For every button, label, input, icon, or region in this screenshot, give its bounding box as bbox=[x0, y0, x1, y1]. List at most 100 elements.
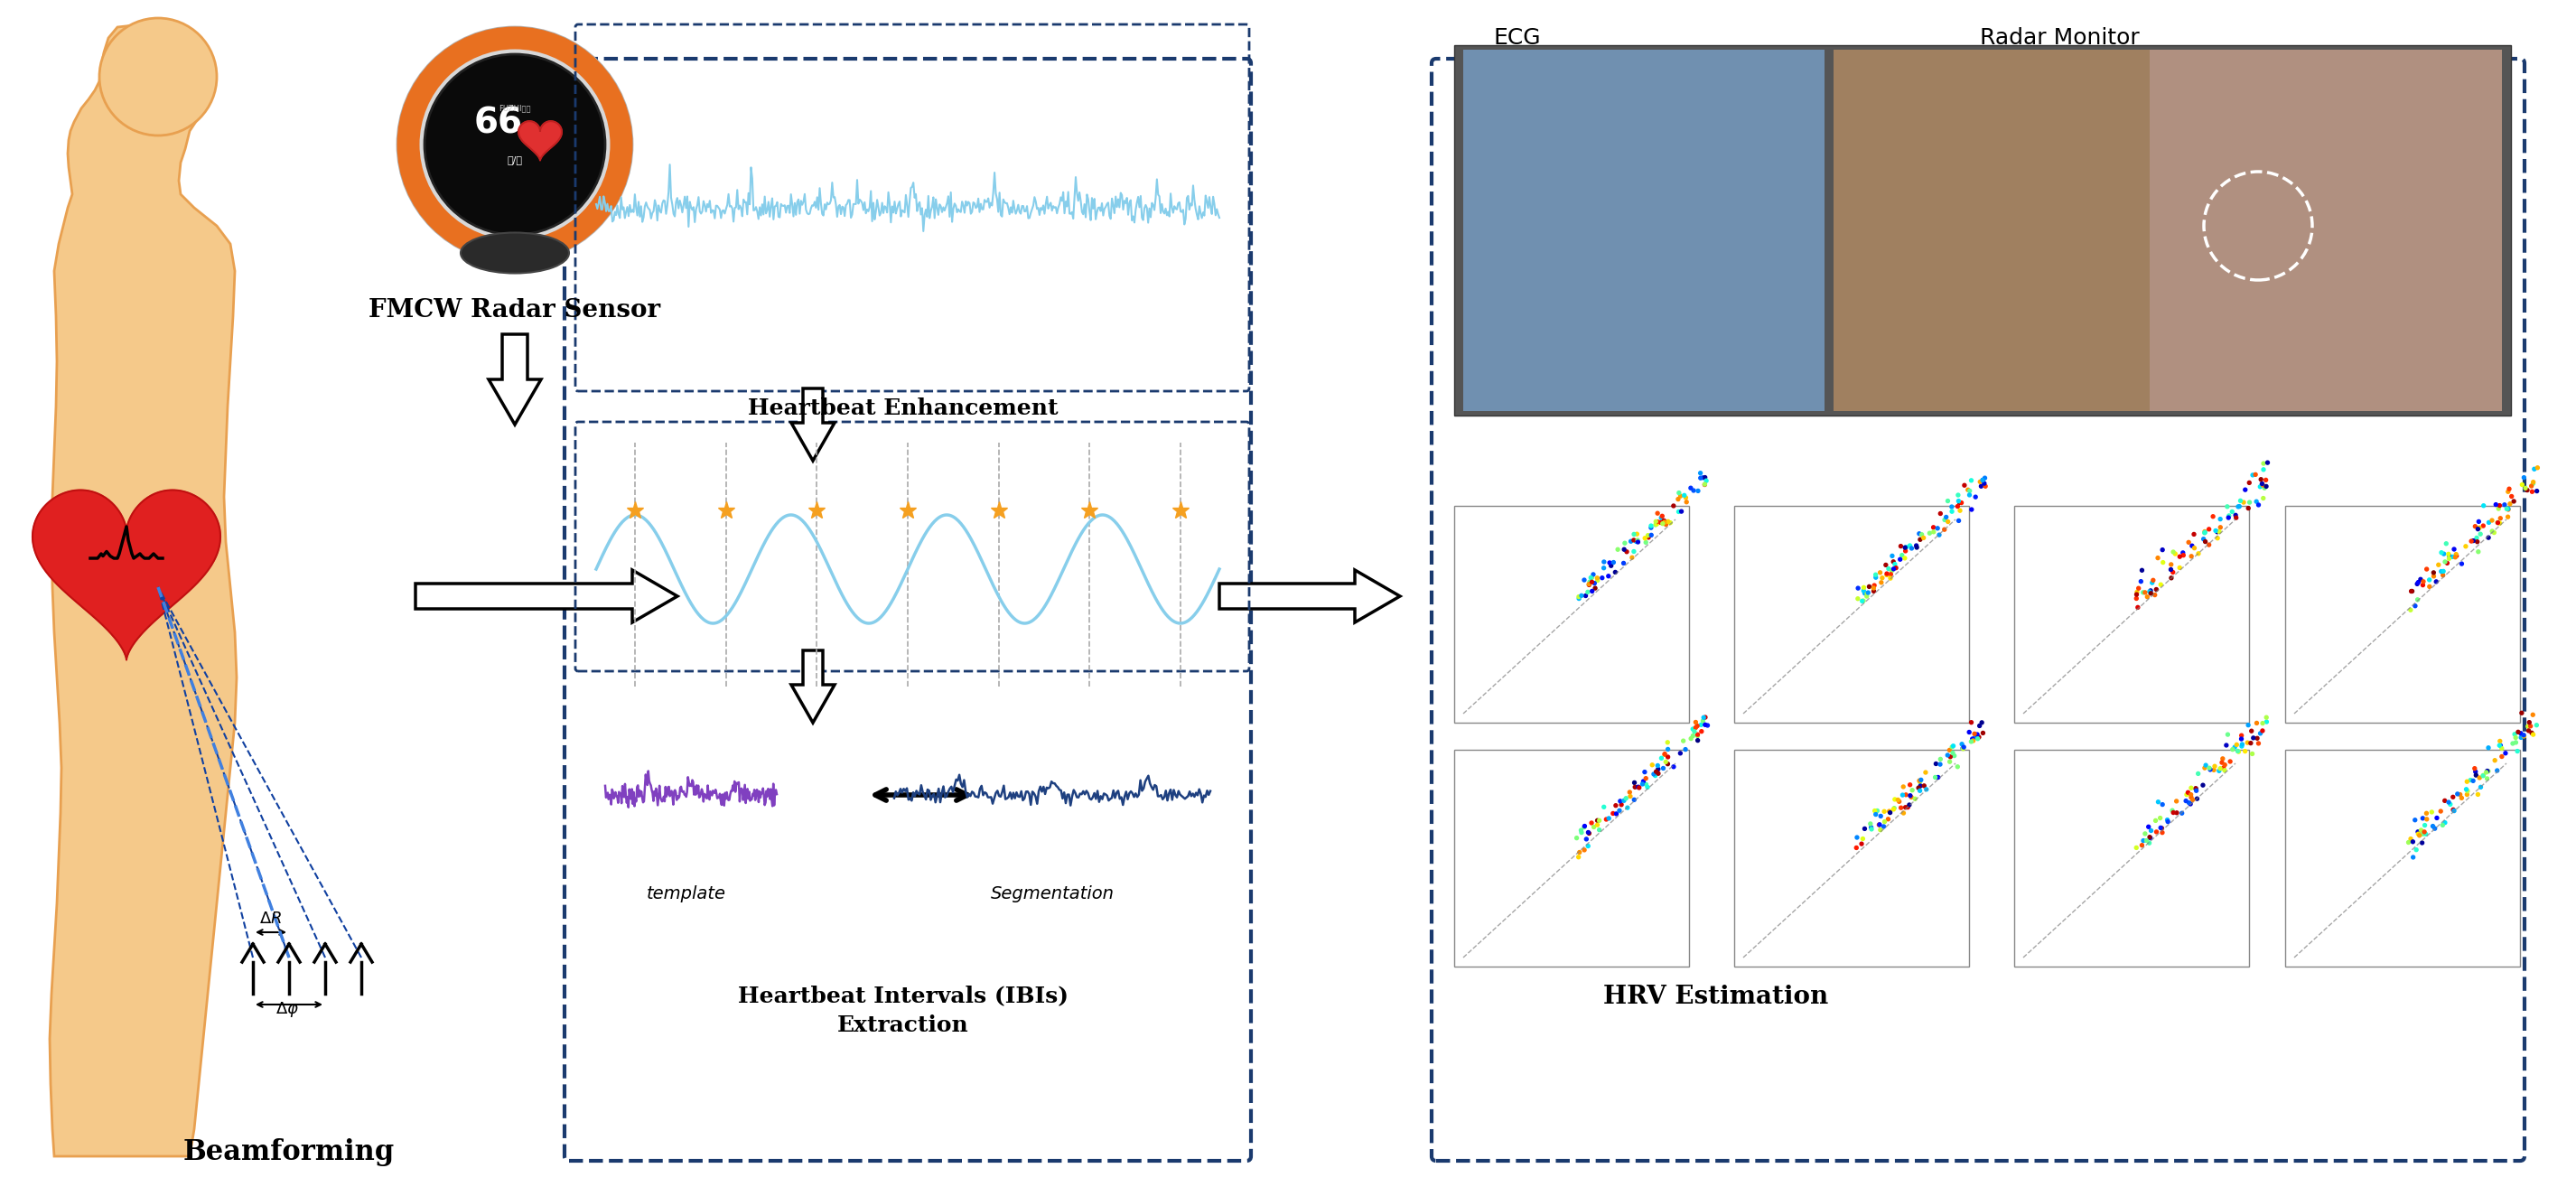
Point bbox=[1654, 496, 1695, 515]
Point bbox=[1862, 817, 1904, 836]
Point bbox=[1837, 838, 1878, 857]
Point bbox=[1857, 801, 1899, 820]
Point bbox=[2215, 506, 2257, 525]
Point bbox=[1883, 804, 1924, 823]
Point bbox=[2130, 821, 2172, 840]
Point bbox=[1615, 532, 1656, 551]
FancyArrow shape bbox=[1218, 570, 1399, 622]
Point bbox=[1891, 781, 1932, 800]
Point bbox=[2246, 712, 2287, 731]
Point bbox=[2496, 742, 2537, 761]
Point bbox=[1868, 810, 1909, 829]
Point bbox=[2200, 518, 2241, 537]
Point bbox=[2432, 800, 2473, 819]
Point bbox=[1899, 781, 1940, 800]
Point bbox=[1613, 525, 1654, 544]
Point bbox=[2509, 717, 2550, 736]
Point bbox=[2517, 458, 2558, 477]
Point bbox=[2414, 819, 2455, 838]
Point bbox=[2154, 545, 2195, 564]
Text: 次/分: 次/分 bbox=[507, 155, 523, 165]
Point bbox=[1564, 817, 1605, 836]
Point bbox=[1636, 513, 1677, 532]
Point bbox=[2244, 461, 2285, 480]
Point bbox=[2138, 793, 2179, 812]
Text: FUZHI福祉: FUZHI福祉 bbox=[500, 104, 531, 112]
Point bbox=[1842, 591, 1883, 610]
Point bbox=[2504, 468, 2545, 487]
Point bbox=[1929, 753, 1971, 772]
Point bbox=[1589, 557, 1631, 576]
Point bbox=[2416, 808, 2458, 827]
Point bbox=[2228, 716, 2269, 735]
Point bbox=[1837, 579, 1878, 598]
Point bbox=[2172, 779, 2213, 798]
Point bbox=[1847, 586, 1888, 605]
Point bbox=[2460, 768, 2501, 787]
Point bbox=[1958, 725, 1999, 744]
Point bbox=[2190, 535, 2231, 554]
Point bbox=[1685, 468, 1726, 487]
Point bbox=[1672, 481, 1713, 500]
Point bbox=[2231, 722, 2272, 741]
Point bbox=[1636, 512, 1677, 531]
Point bbox=[1937, 757, 1978, 776]
Point bbox=[1899, 772, 1940, 791]
Point bbox=[2401, 820, 2442, 839]
Point bbox=[1880, 550, 1922, 569]
Point bbox=[2202, 758, 2244, 777]
Point bbox=[2115, 585, 2156, 604]
Point bbox=[2419, 556, 2460, 575]
Point bbox=[1855, 801, 1896, 820]
Point bbox=[2501, 728, 2543, 747]
Point bbox=[1958, 729, 1999, 748]
Point bbox=[1571, 582, 1613, 601]
Point bbox=[1605, 542, 1646, 561]
Point bbox=[2450, 770, 2491, 789]
Point bbox=[1587, 810, 1628, 829]
Point bbox=[1875, 554, 1917, 573]
Point bbox=[1880, 546, 1922, 565]
Point bbox=[2458, 542, 2499, 561]
Point bbox=[2223, 493, 2264, 512]
Point bbox=[1958, 716, 1999, 735]
Point bbox=[2184, 756, 2226, 775]
Point bbox=[2130, 584, 2172, 603]
Point bbox=[2488, 507, 2530, 526]
Point bbox=[2200, 509, 2241, 528]
Point bbox=[2429, 550, 2470, 569]
Point bbox=[1870, 569, 1911, 588]
Point bbox=[1685, 707, 1726, 726]
Point bbox=[2208, 725, 2249, 744]
Point bbox=[2478, 500, 2519, 519]
Point bbox=[2391, 582, 2432, 601]
Point bbox=[1631, 755, 1672, 774]
Point bbox=[1873, 800, 1914, 819]
Point bbox=[1613, 542, 1654, 561]
Point bbox=[1643, 513, 1685, 532]
Point bbox=[1929, 741, 1971, 760]
Point bbox=[1888, 537, 1929, 556]
Point bbox=[1901, 776, 1942, 795]
Point bbox=[2117, 598, 2159, 617]
Point bbox=[1558, 588, 1600, 607]
Point bbox=[2141, 823, 2182, 842]
Point bbox=[2128, 588, 2169, 607]
Point bbox=[1932, 743, 1973, 762]
Point bbox=[2403, 576, 2445, 595]
Point bbox=[1953, 729, 1994, 748]
Point bbox=[1847, 583, 1888, 602]
Point bbox=[2463, 767, 2504, 786]
Point bbox=[1880, 799, 1922, 818]
Point bbox=[1927, 745, 1968, 764]
Point bbox=[1842, 830, 1883, 849]
Point bbox=[2166, 792, 2208, 811]
Point bbox=[1656, 490, 1698, 509]
Point bbox=[1659, 502, 1700, 521]
Point bbox=[2130, 573, 2172, 592]
Point bbox=[2494, 491, 2535, 510]
Point bbox=[2141, 808, 2182, 827]
Point bbox=[2458, 519, 2499, 538]
Point bbox=[2141, 540, 2182, 559]
Point bbox=[2241, 476, 2282, 495]
